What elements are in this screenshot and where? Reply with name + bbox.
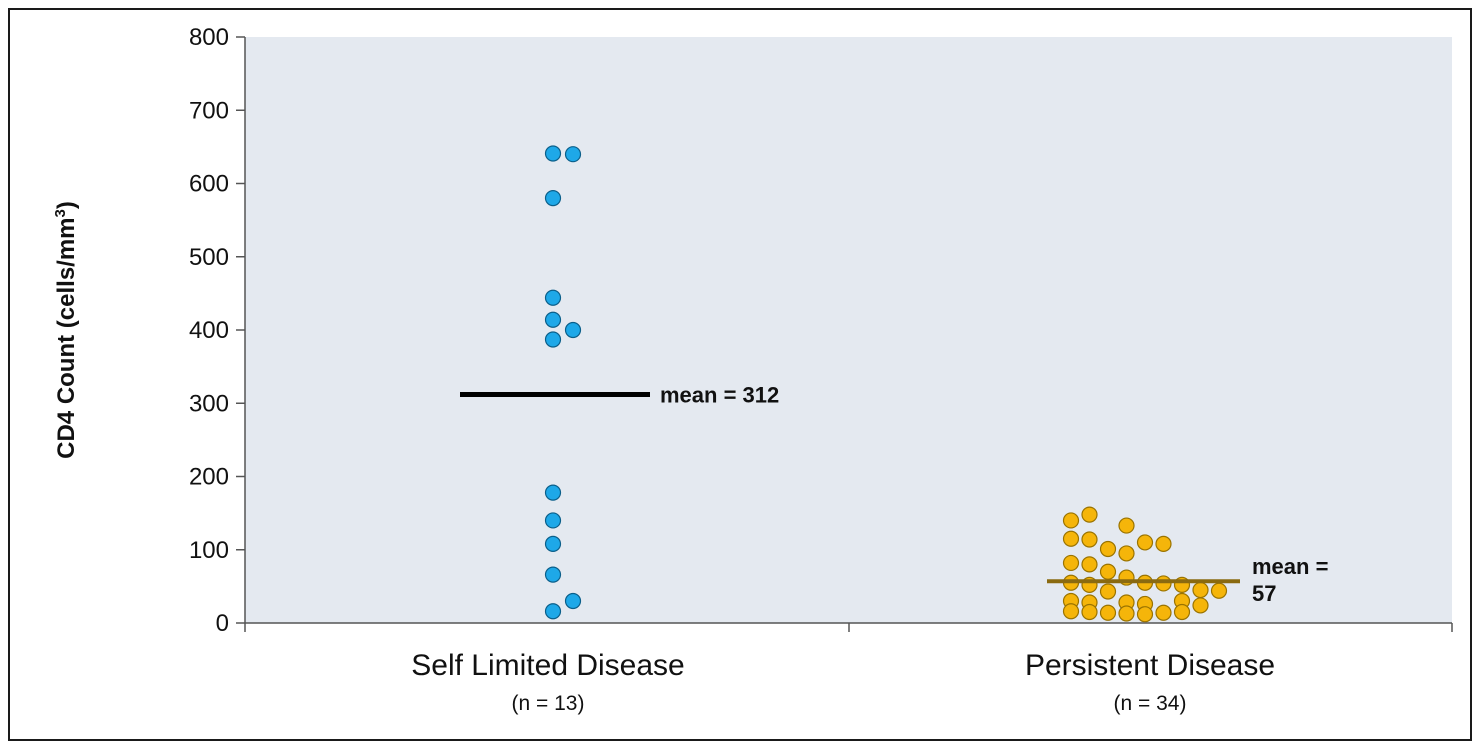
y-tick-label: 200 [189, 464, 229, 491]
data-point [1192, 581, 1209, 599]
data-point [1099, 563, 1117, 580]
data-point [1062, 530, 1080, 547]
data-point [1136, 606, 1154, 623]
y-ticks: 0 100 200 300 400 500 600 700 800 [189, 24, 245, 637]
data-point [544, 145, 562, 162]
data-point [1062, 512, 1080, 529]
data-point [1081, 506, 1098, 523]
data-point [1062, 554, 1080, 572]
data-point [564, 592, 582, 610]
data-point [1081, 556, 1098, 573]
y-tick-label: 600 [189, 171, 229, 198]
category-n-label: (n = 13) [512, 692, 585, 715]
data-point [544, 190, 562, 207]
category-labels: Self Limited Disease (n = 13) Persistent D… [411, 649, 1275, 715]
plot-area [245, 37, 1452, 623]
mean-lines: mean = 312 mean =57 [460, 382, 1328, 606]
data-point [1155, 535, 1172, 552]
data-point [1099, 604, 1117, 621]
data-point [544, 289, 562, 306]
data-point [1081, 531, 1098, 548]
category-n-label: (n = 34) [1114, 692, 1187, 715]
data-point [544, 603, 562, 620]
data-point [1173, 603, 1191, 621]
data-point [1118, 545, 1135, 562]
data-point [1192, 597, 1209, 614]
y-tick-label: 500 [189, 244, 229, 271]
y-tick-label: 700 [189, 97, 229, 124]
data-point [564, 146, 582, 163]
data-point [1118, 605, 1135, 622]
data-point [564, 321, 582, 339]
data-point [1155, 604, 1172, 621]
y-tick-label: 300 [189, 390, 229, 417]
data-point [544, 311, 562, 328]
y-tick-label: 800 [189, 24, 229, 51]
mean-label: mean = [1252, 554, 1328, 579]
category-label: Self Limited Disease [411, 649, 684, 682]
data-point [544, 566, 562, 583]
data-point [544, 484, 562, 501]
data-point [1136, 534, 1154, 551]
y-tick-label: 0 [216, 610, 229, 637]
data-point [1210, 582, 1228, 599]
data-point [1099, 540, 1117, 558]
data-point [1118, 517, 1135, 534]
data-point [1155, 575, 1172, 592]
data-point [1081, 603, 1098, 621]
category-label: Persistent Disease [1025, 649, 1275, 682]
mean-label: 57 [1252, 581, 1276, 606]
y-tick-label: 400 [189, 317, 229, 344]
y-axis-label: CD4 Count (cells/mm3) [52, 201, 80, 459]
mean-label: mean = 312 [660, 382, 779, 407]
data-point [544, 535, 562, 552]
data-point [544, 331, 562, 348]
data-point [544, 512, 562, 529]
data-point [1062, 603, 1080, 620]
data-point [1099, 583, 1117, 600]
y-tick-label: 100 [189, 537, 229, 564]
